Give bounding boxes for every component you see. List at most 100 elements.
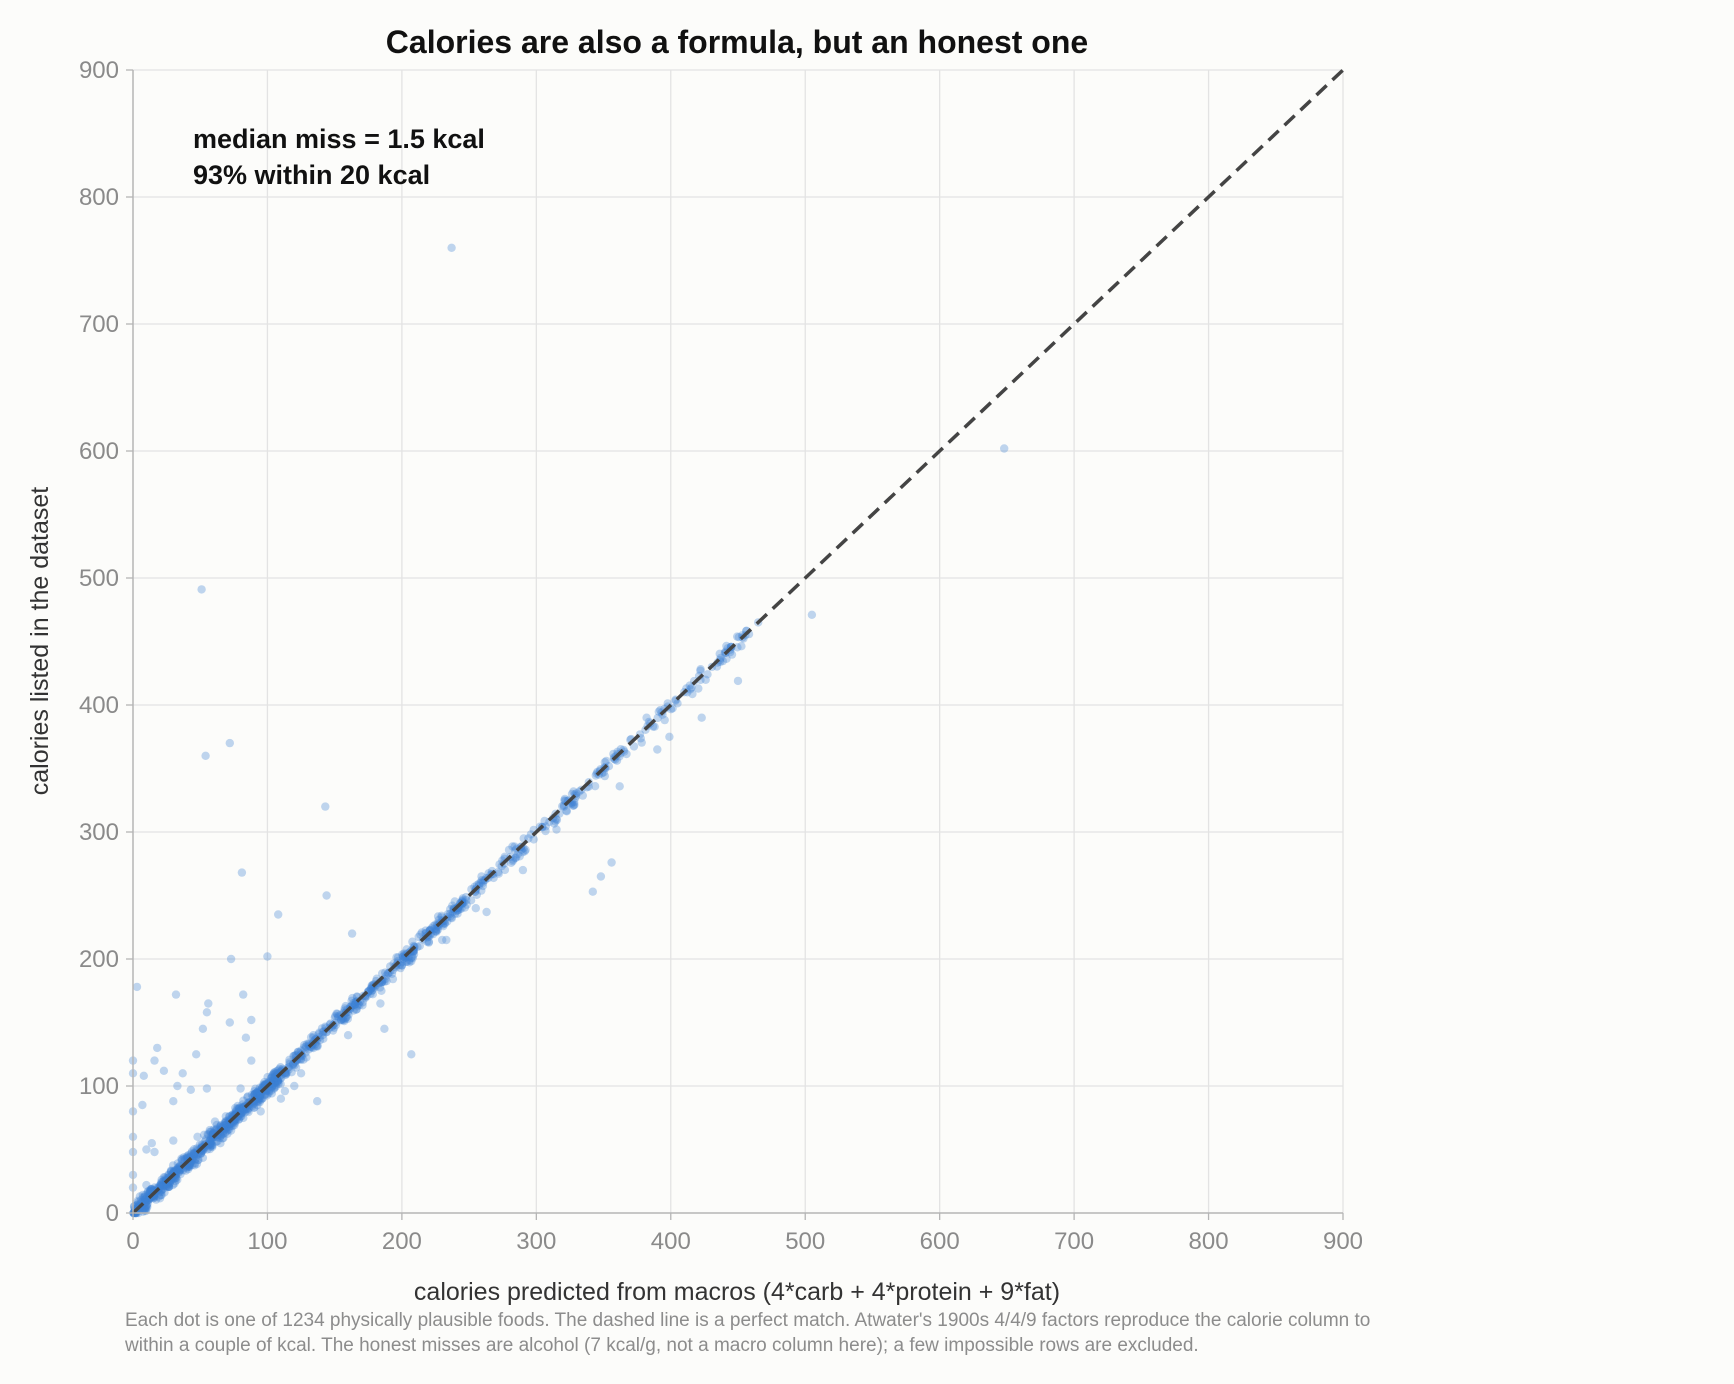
annotation-median-miss: median miss = 1.5 kcal — [193, 124, 485, 154]
data-point — [223, 1129, 232, 1139]
data-point — [300, 1040, 309, 1050]
data-point — [733, 676, 743, 686]
data-point — [157, 1177, 166, 1187]
data-point — [230, 1120, 239, 1130]
data-point — [138, 1190, 147, 1200]
data-point — [222, 1120, 231, 1129]
data-point — [205, 1127, 214, 1137]
data-point — [427, 924, 436, 933]
data-point — [405, 956, 414, 965]
data-point — [193, 1132, 202, 1142]
data-point — [272, 1077, 282, 1087]
data-point — [450, 909, 460, 918]
data-point — [234, 1104, 243, 1114]
data-point — [192, 1050, 201, 1059]
data-point — [337, 1014, 346, 1024]
data-point — [206, 1139, 215, 1148]
data-point — [382, 976, 391, 986]
data-point — [249, 1103, 258, 1112]
data-point — [173, 1175, 182, 1184]
data-point — [337, 1015, 346, 1025]
data-point — [205, 1136, 215, 1146]
data-point — [147, 1139, 156, 1148]
data-point — [622, 749, 631, 759]
data-point — [696, 665, 705, 674]
data-point — [237, 1105, 246, 1114]
data-point — [207, 1140, 217, 1150]
data-point — [529, 835, 538, 844]
data-point — [236, 1084, 245, 1093]
data-point — [178, 1155, 187, 1164]
data-point — [306, 1033, 316, 1042]
data-point — [462, 896, 471, 905]
data-point — [513, 850, 522, 859]
data-point — [409, 950, 419, 959]
data-point — [552, 825, 561, 834]
data-point — [458, 894, 467, 903]
reference-dashed-line — [131, 68, 1345, 1215]
data-point — [202, 1008, 212, 1017]
data-point — [225, 1125, 234, 1134]
data-point — [237, 1108, 247, 1118]
data-point — [190, 1161, 199, 1170]
data-point — [179, 1153, 188, 1162]
data-point — [235, 1103, 245, 1112]
data-point — [194, 1155, 203, 1165]
data-point — [343, 1031, 353, 1040]
data-point — [150, 1056, 159, 1065]
data-point — [462, 900, 471, 909]
data-point — [204, 1130, 213, 1140]
data-point — [393, 953, 403, 962]
data-point — [348, 993, 357, 1003]
data-point — [660, 715, 669, 725]
data-point — [552, 815, 562, 825]
data-point — [199, 1130, 209, 1140]
data-point — [477, 876, 486, 885]
data-point — [353, 1002, 362, 1011]
data-point — [143, 1187, 153, 1196]
data-point — [569, 801, 578, 810]
data-point — [256, 1091, 265, 1100]
data-point — [432, 925, 441, 934]
y-tick-label: 900 — [79, 57, 119, 84]
data-point — [210, 1117, 220, 1126]
data-point — [189, 1152, 199, 1161]
data-point — [333, 1009, 342, 1019]
data-point — [256, 1095, 266, 1105]
data-point — [151, 1195, 161, 1204]
data-point — [433, 925, 442, 934]
data-point — [273, 1076, 283, 1086]
data-point — [231, 1103, 240, 1113]
data-point — [264, 1087, 274, 1096]
data-point — [336, 1016, 346, 1025]
data-point — [155, 1194, 165, 1203]
data-point — [247, 1015, 256, 1025]
data-point — [215, 1133, 224, 1143]
data-point — [334, 1011, 343, 1021]
data-point — [429, 922, 438, 931]
data-point — [205, 1125, 214, 1135]
data-point — [264, 1089, 273, 1098]
data-point — [166, 1166, 176, 1175]
data-point — [173, 1164, 182, 1174]
data-point — [157, 1181, 166, 1191]
data-point — [193, 1155, 203, 1165]
data-point — [715, 649, 724, 658]
data-point — [222, 1117, 231, 1126]
data-point — [703, 670, 712, 679]
data-point — [157, 1180, 166, 1190]
data-point — [226, 1126, 236, 1135]
data-point — [146, 1185, 155, 1194]
data-point — [157, 1190, 166, 1200]
data-point — [252, 1088, 262, 1097]
data-point — [156, 1179, 166, 1188]
data-point — [220, 1129, 229, 1138]
data-point — [313, 1097, 322, 1106]
data-point — [642, 713, 651, 722]
data-point — [495, 860, 504, 869]
data-point — [415, 941, 424, 951]
data-point — [518, 865, 528, 875]
data-point — [596, 872, 606, 881]
data-point — [302, 1053, 311, 1062]
x-tick-label: 600 — [920, 1228, 960, 1255]
